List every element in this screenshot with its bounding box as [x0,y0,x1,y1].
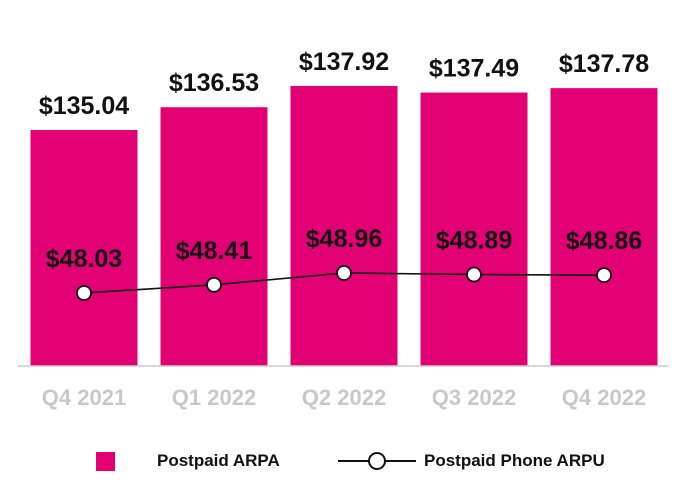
x-tick-label: Q2 2022 [302,385,386,410]
bar-value-label: $136.53 [169,69,259,97]
bar-q4-2022 [550,88,658,366]
legend-swatch-arpa [96,451,115,471]
bar-q1-2022 [160,107,268,367]
bar-series [30,85,658,367]
x-tick-label: Q4 2021 [42,385,126,410]
legend-line-marker-icon [338,451,416,471]
bar-value-label: $137.92 [299,48,389,76]
bar-value-label: $135.04 [39,92,129,120]
line-value-label: $48.86 [566,227,642,255]
line-point [336,265,352,281]
line-points [76,265,612,301]
bar-q4-2021 [30,130,138,366]
line-value-label: $48.41 [176,237,253,265]
bar-data-labels: $135.04 $136.53 $137.92 $137.49 $137.78 [39,48,649,120]
line-value-label: $48.89 [436,227,512,255]
legend: Postpaid ARPA Postpaid Phone ARPU [0,444,690,478]
legend-item-arpa: Postpaid ARPA [96,444,280,478]
bar-value-label: $137.49 [429,55,519,83]
legend-label-arpu: Postpaid Phone ARPU [424,451,605,470]
x-tick-label: Q3 2022 [432,385,516,410]
line-point [466,266,482,283]
line-point [206,276,222,293]
x-tick-label: Q1 2022 [172,385,256,410]
legend-item-arpu: Postpaid Phone ARPU [338,444,605,478]
line-point [596,267,612,284]
legend-label-arpa: Postpaid ARPA [157,451,280,470]
x-axis-ticks: Q4 2021 Q1 2022 Q2 2022 Q3 2022 Q4 2022 [42,385,646,410]
line-point [76,285,92,301]
x-tick-label: Q4 2022 [562,385,646,410]
line-value-label: $48.03 [46,245,122,273]
line-data-labels: $48.03 $48.41 $48.96 $48.89 $48.86 [46,225,642,273]
bar-q2-2022 [290,85,398,367]
line-value-label: $48.96 [306,225,382,253]
bar-value-label: $137.78 [559,50,649,78]
bar-q3-2022 [420,92,528,367]
